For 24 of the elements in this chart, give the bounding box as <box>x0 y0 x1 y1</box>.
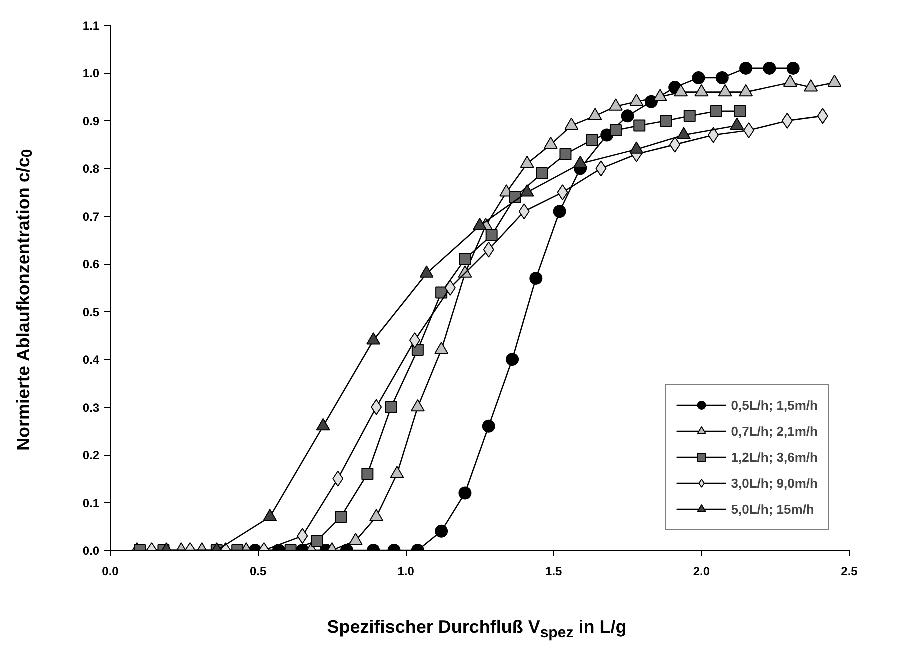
x-axis-title: Spezifischer Durchfluß V$_{spez}$ in L/g <box>327 616 627 644</box>
y-tick-label: 1.1 <box>82 19 100 33</box>
y-tick-label: 0.8 <box>82 162 100 176</box>
x-tick-label: 0.5 <box>250 564 267 578</box>
legend-label: 0,5L/h; 1,5m/h <box>731 398 818 412</box>
x-tick-label: 1.0 <box>398 564 415 578</box>
y-tick-label: 0.6 <box>82 258 100 272</box>
x-tick-label: 1.5 <box>546 564 563 578</box>
legend-label: 3,0L/h; 9,0m/h <box>731 476 818 490</box>
y-tick-label: 0.1 <box>82 496 100 510</box>
y-tick-label: 0.5 <box>82 305 100 320</box>
legend-label: 0,7L/h; 2,1m/h <box>731 424 818 438</box>
legend-label: 5,0L/h; 15m/h <box>731 502 814 516</box>
x-tick-label: 2.0 <box>693 564 710 578</box>
y-tick-label: 0.0 <box>82 544 100 558</box>
y-tick-label: 0.4 <box>82 353 100 368</box>
y-tick-label: 0.3 <box>82 400 100 415</box>
y-tick-label: 0.7 <box>82 210 100 224</box>
y-tick-label: 0.2 <box>82 448 100 463</box>
legend-label: 1,2L/h; 3,6m/h <box>731 450 818 464</box>
y-tick-label: 0.9 <box>82 114 100 128</box>
x-tick-label: 0.0 <box>102 564 120 578</box>
y-tick-label: 1.0 <box>82 66 100 81</box>
x-tick-label: 2.5 <box>841 564 858 578</box>
